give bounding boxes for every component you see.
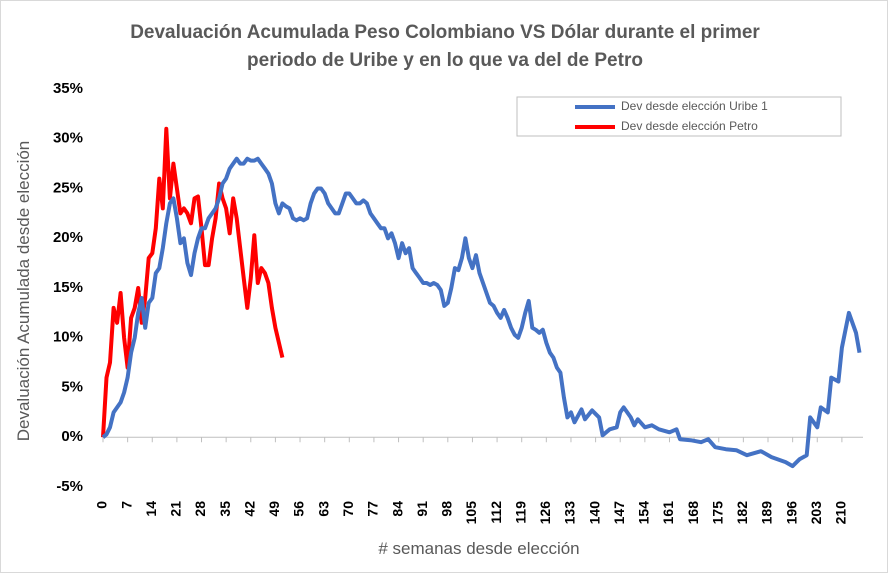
x-tick-label: 133	[562, 501, 578, 525]
x-tick-label: 203	[808, 501, 824, 525]
x-tick-label: 77	[365, 501, 381, 517]
y-tick-label: 25%	[53, 179, 83, 196]
x-tick-label: 196	[783, 501, 799, 525]
x-tick-label: 98	[439, 501, 455, 517]
x-tick-label: 182	[734, 501, 750, 525]
x-tick-label: 56	[291, 501, 307, 517]
x-tick-label: 28	[192, 501, 208, 517]
y-tick-label: 0%	[61, 428, 83, 445]
x-tick-label: 210	[833, 501, 849, 525]
x-tick-label: 84	[389, 501, 405, 517]
x-tick-label: 119	[512, 501, 528, 524]
x-axis-title: # semanas desde elección	[378, 539, 579, 558]
chart-title: Devaluación Acumulada Peso Colombiano VS…	[130, 22, 760, 71]
y-axis-title: Devaluación Acumulada desde elección	[14, 141, 33, 442]
x-tick-label: 42	[241, 501, 257, 517]
x-tick-label: 91	[414, 501, 430, 517]
y-tick-label: 15%	[53, 279, 83, 296]
x-tick-label: 0	[94, 501, 110, 509]
x-tick-label: 21	[168, 501, 184, 517]
y-tick-label: 10%	[53, 329, 83, 346]
legend-label: Dev desde elección Uribe 1	[621, 99, 768, 113]
y-tick-label: 5%	[61, 378, 83, 395]
legend-label: Dev desde elección Petro	[621, 119, 758, 133]
x-tick-label: 63	[315, 501, 331, 517]
x-tick-label: 189	[759, 501, 775, 525]
x-tick-label: 168	[685, 501, 701, 525]
x-tick-label: 105	[463, 501, 479, 525]
x-tick-label: 175	[709, 501, 725, 525]
x-tick-label: 154	[636, 501, 652, 525]
x-tick-label: 112	[488, 501, 504, 524]
y-tick-label: 30%	[53, 130, 83, 147]
x-tick-label: 49	[266, 501, 282, 517]
x-tick-label: 147	[611, 501, 627, 525]
x-tick-label: 140	[586, 501, 602, 525]
x-tick-label: 35	[217, 501, 233, 517]
series-line	[101, 126, 285, 438]
y-tick-label: 35%	[53, 80, 83, 97]
y-tick-label: 20%	[53, 229, 83, 246]
x-tick-label: 161	[660, 501, 676, 525]
series-line	[101, 156, 862, 469]
x-tick-label: 70	[340, 501, 356, 517]
x-tick-label: 7	[118, 501, 134, 509]
y-tick-label: -5%	[56, 478, 83, 495]
x-tick-label: 126	[537, 501, 553, 525]
legend-box	[516, 96, 842, 137]
x-tick-label: 14	[143, 501, 159, 517]
